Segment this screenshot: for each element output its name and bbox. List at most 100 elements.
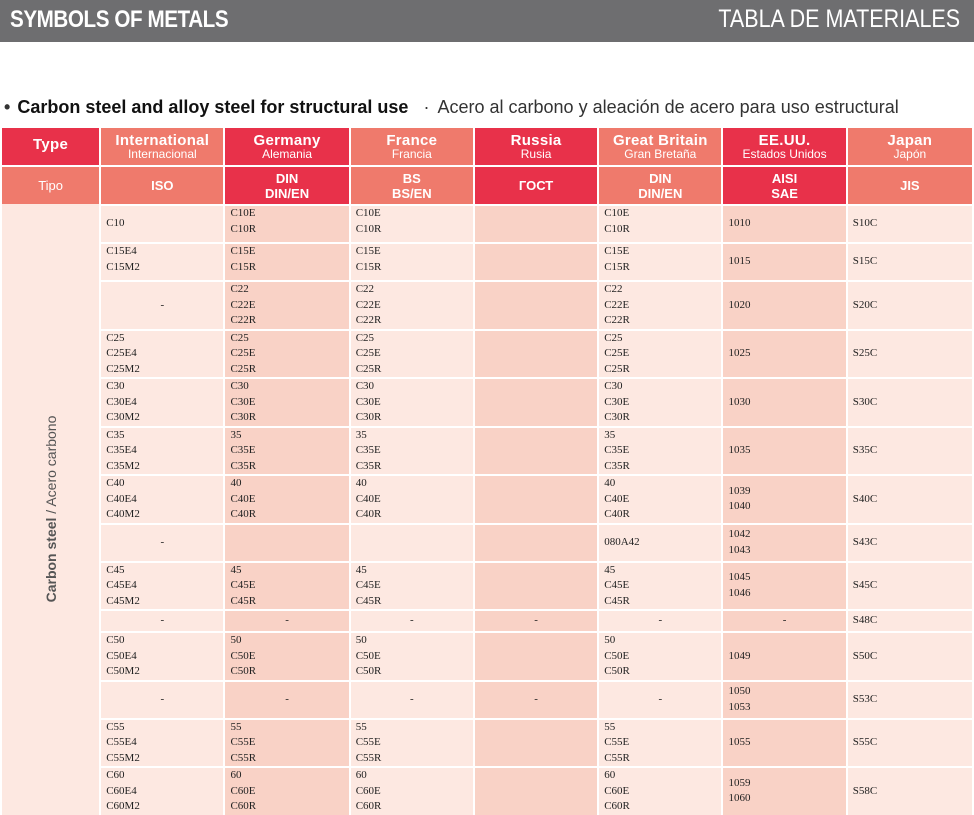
table-cell: 1049 [723,631,846,680]
cell-value: 55 [355,720,367,733]
cell-value: - [160,692,165,705]
table-cell: C22 C22E C22R [350,280,473,329]
cell-value: 35 [604,428,616,441]
column-country-en: Great Britain [612,132,708,149]
table-cell: 35 C35E C35R [599,425,722,474]
table-cell: - [101,522,224,561]
cell-value: - [160,298,165,311]
cell-value: 60 [230,769,242,781]
table-cell [474,377,598,426]
cell-value: C15R [604,260,630,273]
cell-value: C30 [604,380,623,392]
cell-value: C40R [355,508,382,520]
cell-value: 45 [604,563,616,576]
table-row: C55 C55E4 C55M2 55 C55E C55R 55 C55E C55R 55 C55E C… [2,717,972,766]
cell-value: C55R [230,751,257,764]
table-cell: S40C [847,474,972,523]
cell-value: 50 [604,634,616,646]
cell-value: C15M2 [106,260,140,273]
cell-value: C55E [604,736,630,748]
table-cell: - [225,609,349,631]
cell-value: 1020 [728,298,751,311]
cell-value: C55M2 [106,751,140,764]
table-cell [474,425,598,474]
table-cell: C30 C30E C30R [350,377,473,426]
cell-value: C25R [355,362,382,375]
cell-value: - [782,614,787,627]
table-cell [474,766,598,815]
cell-value: C35R [230,459,257,472]
table-cell: 35 C35E C35R [350,425,473,474]
table-cell: S53C [847,679,972,718]
table-cell [474,474,598,523]
cell-value: C60R [355,800,382,812]
cell-value: C55E [230,736,256,748]
cell-value: C10R [604,222,630,235]
cell-value: 45 [355,563,367,576]
table-cell: 45 C45E C45R [599,560,722,609]
cell-value: C40 [106,477,125,489]
cell-value: C25 [604,331,623,344]
cell-value: C50E [355,649,381,662]
table-row: Carbon steel / Acero carbono C10 C10E C10R C… [2,204,972,815]
cell-value: C15E [230,245,256,257]
cell-value: C25E4 [106,347,137,359]
cell-value: C30 [230,380,249,392]
section-title-es: Acero al carbono y aleación de acero par… [437,97,899,117]
table-cell [474,631,598,680]
cell-value: 1042 [728,528,751,540]
column-country-es: Japón [893,147,927,161]
cell-value: 60 [355,769,367,781]
cell-value: C35M2 [106,459,140,472]
table-row: C35 C35E4 C35M2 35 C35E C35R 35 C35E C35R 35 C35E C… [2,425,972,474]
column-header-germany: Germany Alemania [225,128,349,165]
table-cell: 40 C40E C40R [225,474,349,523]
table-cell [350,522,473,561]
cell-value: C45R [604,594,630,607]
table-cell: C30 C30E C30R [599,377,722,426]
table-row: - - - - - - S48C [2,609,972,631]
column-header-japan: Japan Japón [847,128,972,165]
table-cell: - [474,679,598,718]
cell-value: 1049 [728,649,751,662]
cell-value: C25R [604,362,630,375]
section-title: • Carbon steel and alloy steel for struc… [4,97,899,118]
column-country-en: France [386,132,438,149]
table-cell: 50 C50E C50R [599,631,722,680]
cell-value: C22 [604,283,623,295]
cell-value: S10C [852,217,878,230]
table-cell: S10C [847,204,972,242]
table-cell: C10 [101,204,224,242]
materials-table: Type International Internacional Germany Al… [0,128,974,815]
type-label: Type [33,136,69,153]
standard-label: JIS [900,178,920,193]
table-cell: C35 C35E4 C35M2 [101,425,224,474]
cell-value: C25 [355,331,375,344]
cell-value: C10R [230,222,257,235]
cell-value: 1050 [728,685,751,697]
table-cell [474,242,598,280]
table-cell: 1059 1060 [723,766,846,815]
cell-value: C22R [604,314,630,326]
cell-value: 1030 [728,395,751,408]
header-row-countries: Type International Internacional Germany Al… [2,128,972,165]
standard-label: SAE [771,185,798,201]
tipo-header: Tipo [2,165,100,204]
table-cell: - [101,679,224,718]
table-cell: 40 C40E C40R [599,474,722,523]
cell-value: C15E4 [106,245,137,257]
cell-value: C30R [604,411,630,423]
standard-label: BS/EN [391,185,432,201]
type-vertical-sep: / [42,506,59,518]
cell-value: 1010 [728,217,751,230]
cell-value: C22 [355,283,375,295]
cell-value: C60E4 [106,784,137,797]
table-cell: C15E C15R [350,242,473,280]
cell-value: C60E [604,784,630,797]
standard-label: DIN [275,170,299,186]
column-country-en: Russia [510,132,562,149]
type-vertical-es: Acero carbono [42,415,59,507]
column-header-great-britain: Great Britain Gran Bretaña [599,128,722,165]
table-cell [474,717,598,766]
table-cell: 1042 1043 [723,522,846,561]
